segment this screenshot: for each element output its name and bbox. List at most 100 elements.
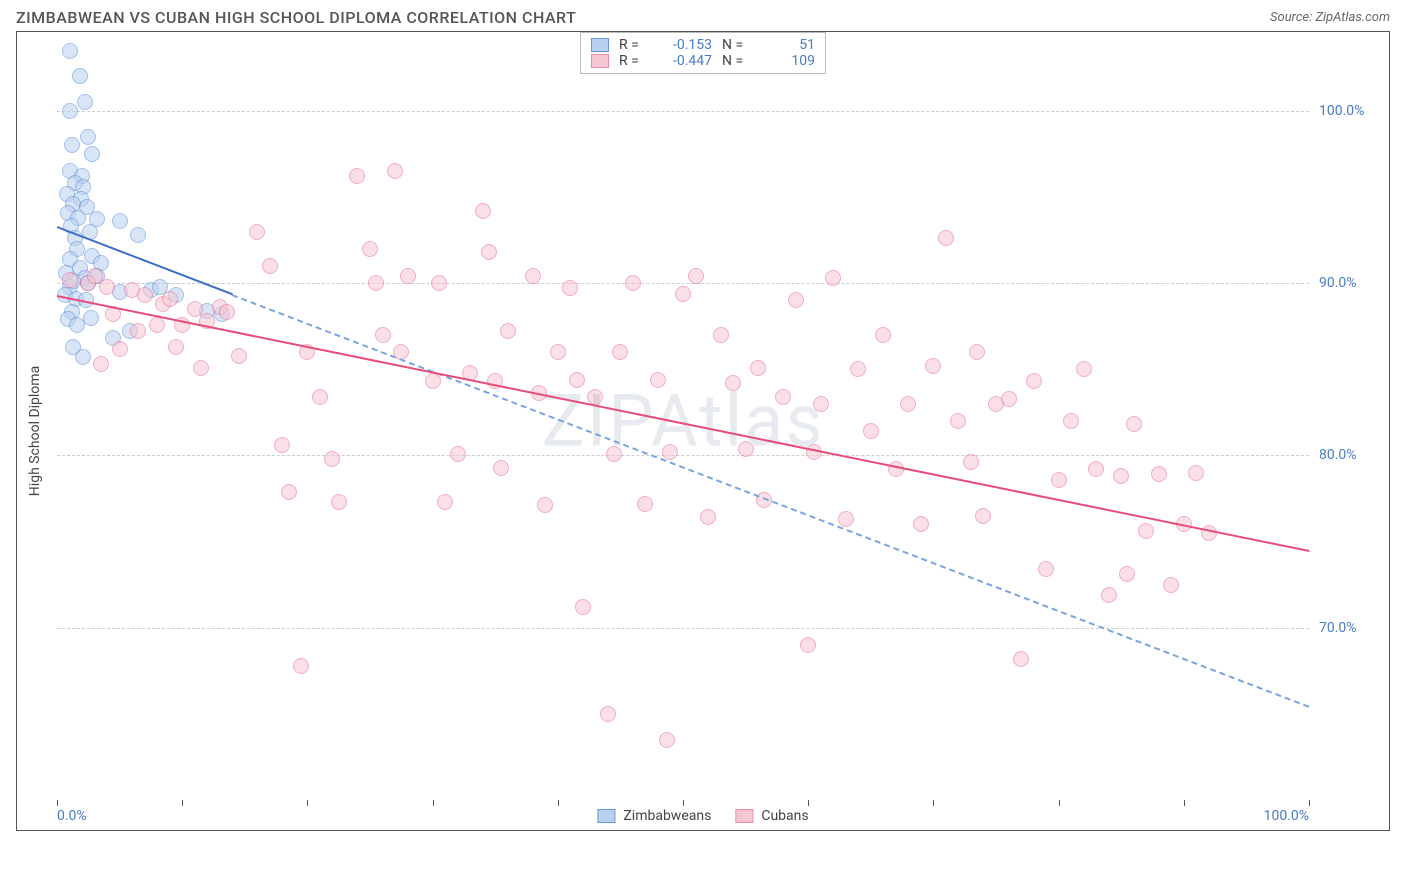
scatter-point <box>625 275 641 291</box>
scatter-point <box>562 280 578 296</box>
scatter-point <box>293 658 309 674</box>
chart-title: ZIMBABWEAN VS CUBAN HIGH SCHOOL DIPLOMA … <box>16 8 576 27</box>
scatter-point <box>274 437 290 453</box>
scatter-point <box>975 508 991 524</box>
scatter-point <box>950 413 966 429</box>
scatter-point <box>1126 416 1142 432</box>
scatter-point <box>219 304 235 320</box>
scatter-point <box>249 224 265 240</box>
scatter-point <box>375 327 391 343</box>
x-tick-mark <box>808 800 809 806</box>
scatter-point <box>324 451 340 467</box>
x-tick-mark <box>558 800 559 806</box>
scatter-point <box>493 460 509 476</box>
scatter-point <box>700 509 716 525</box>
x-tick-mark <box>1309 800 1310 806</box>
scatter-point <box>87 268 103 284</box>
scatter-point <box>112 341 128 357</box>
legend-r-label: R = <box>619 53 647 69</box>
scatter-point <box>969 344 985 360</box>
y-tick-label: 100.0% <box>1319 103 1379 119</box>
scatter-point <box>425 373 441 389</box>
scatter-point <box>675 286 691 302</box>
legend-correlation-row: R = -0.153 N = 51 <box>591 37 815 53</box>
scatter-point <box>825 270 841 286</box>
scatter-point <box>62 272 78 288</box>
scatter-point <box>738 441 754 457</box>
chart-source: Source: ZipAtlas.com <box>1270 10 1390 25</box>
scatter-point <box>112 213 128 229</box>
scatter-point <box>1119 566 1135 582</box>
scatter-point <box>349 168 365 184</box>
gridline-h <box>57 628 1309 629</box>
scatter-point <box>913 516 929 532</box>
legend-r-value: -0.447 <box>657 53 712 69</box>
y-tick-label: 90.0% <box>1319 275 1379 291</box>
legend-series-label: Zimbabweans <box>623 808 711 824</box>
scatter-point <box>75 349 91 365</box>
chart-frame: High School Diploma ZIPAtlas 70.0%80.0%9… <box>16 31 1390 831</box>
scatter-point <box>69 317 85 333</box>
scatter-point <box>900 396 916 412</box>
gridline-h <box>57 283 1309 284</box>
scatter-point <box>62 43 78 59</box>
scatter-point <box>450 446 466 462</box>
x-tick-mark <box>683 800 684 806</box>
scatter-point <box>362 241 378 257</box>
scatter-point <box>550 344 566 360</box>
scatter-point <box>130 323 146 339</box>
scatter-point <box>500 323 516 339</box>
scatter-point <box>77 94 93 110</box>
scatter-point <box>575 599 591 615</box>
x-tick-mark <box>307 800 308 806</box>
scatter-point <box>1088 461 1104 477</box>
scatter-point <box>168 339 184 355</box>
scatter-point <box>72 68 88 84</box>
scatter-point <box>1001 391 1017 407</box>
legend-r-value: -0.153 <box>657 37 712 53</box>
scatter-point <box>231 348 247 364</box>
legend-series-item: Zimbabweans <box>597 808 711 824</box>
legend-r-label: R = <box>619 37 647 53</box>
scatter-point <box>80 129 96 145</box>
scatter-point <box>875 327 891 343</box>
legend-n-value: 51 <box>760 37 815 53</box>
scatter-point <box>387 163 403 179</box>
scatter-point <box>1138 523 1154 539</box>
scatter-point <box>713 327 729 343</box>
y-tick-label: 70.0% <box>1319 620 1379 636</box>
scatter-point <box>569 372 585 388</box>
scatter-point <box>312 389 328 405</box>
scatter-point <box>187 301 203 317</box>
x-tick-label: 0.0% <box>57 808 87 824</box>
scatter-point <box>193 360 209 376</box>
scatter-point <box>813 396 829 412</box>
legend-swatch <box>591 54 609 68</box>
scatter-point <box>84 146 100 162</box>
source-link[interactable]: ZipAtlas.com <box>1315 10 1390 25</box>
gridline-h <box>57 111 1309 112</box>
scatter-point <box>83 310 99 326</box>
scatter-point <box>1201 525 1217 541</box>
legend-n-label: N = <box>722 37 750 53</box>
scatter-point <box>1188 465 1204 481</box>
y-tick-label: 80.0% <box>1319 447 1379 463</box>
scatter-point <box>1013 651 1029 667</box>
scatter-point <box>800 637 816 653</box>
scatter-point <box>725 375 741 391</box>
scatter-point <box>838 511 854 527</box>
scatter-point <box>93 356 109 372</box>
scatter-point <box>525 268 541 284</box>
plot-area: ZIPAtlas 70.0%80.0%90.0%100.0%0.0%100.0% <box>57 42 1309 800</box>
scatter-point <box>606 446 622 462</box>
legend-swatch <box>735 809 753 823</box>
correlation-legend: R =-0.153N =51R =-0.447N =109 <box>580 32 826 74</box>
scatter-point <box>1051 472 1067 488</box>
x-tick-mark <box>433 800 434 806</box>
scatter-point <box>537 497 553 513</box>
legend-swatch <box>597 809 615 823</box>
scatter-point <box>64 137 80 153</box>
scatter-point <box>600 706 616 722</box>
scatter-point <box>1113 468 1129 484</box>
scatter-point <box>137 287 153 303</box>
